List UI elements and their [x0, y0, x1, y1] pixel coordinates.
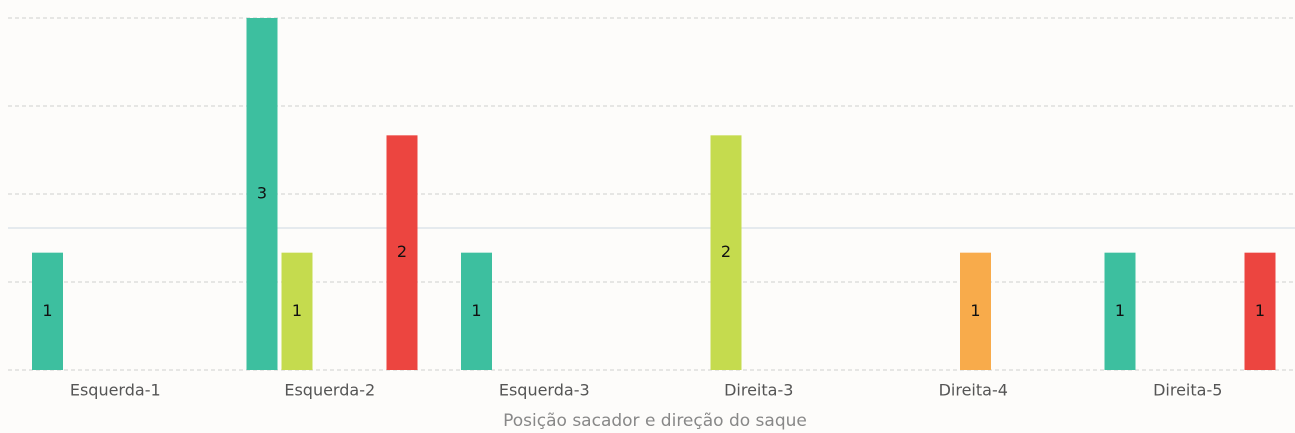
bar: [386, 135, 418, 370]
x-tick-label: Esquerda-3: [499, 381, 590, 400]
data-label: 1: [42, 301, 52, 320]
x-tick-label: Esquerda-2: [284, 381, 375, 400]
data-label: 2: [721, 242, 731, 261]
bar: [32, 252, 63, 370]
bar: [246, 18, 278, 370]
x-axis-title: Posição sacador e direção do saque: [503, 411, 807, 431]
x-tick-label: Esquerda-1: [70, 381, 161, 400]
x-tick-label: Direita-4: [939, 381, 1008, 400]
data-label: 1: [292, 301, 302, 320]
data-label: 1: [471, 301, 481, 320]
x-tick-label: Direita-3: [724, 381, 793, 400]
x-tick-label: Direita-5: [1153, 381, 1222, 400]
data-label: 1: [1115, 301, 1125, 320]
bar: [1244, 252, 1276, 370]
bar: [960, 252, 991, 370]
data-label: 2: [397, 242, 407, 261]
data-label: 3: [257, 184, 267, 203]
data-label: 1: [970, 301, 980, 320]
data-label: 1: [1255, 301, 1265, 320]
bar: [710, 135, 742, 370]
bar: [1104, 252, 1136, 370]
bar: [281, 252, 313, 370]
bar: [461, 252, 492, 370]
